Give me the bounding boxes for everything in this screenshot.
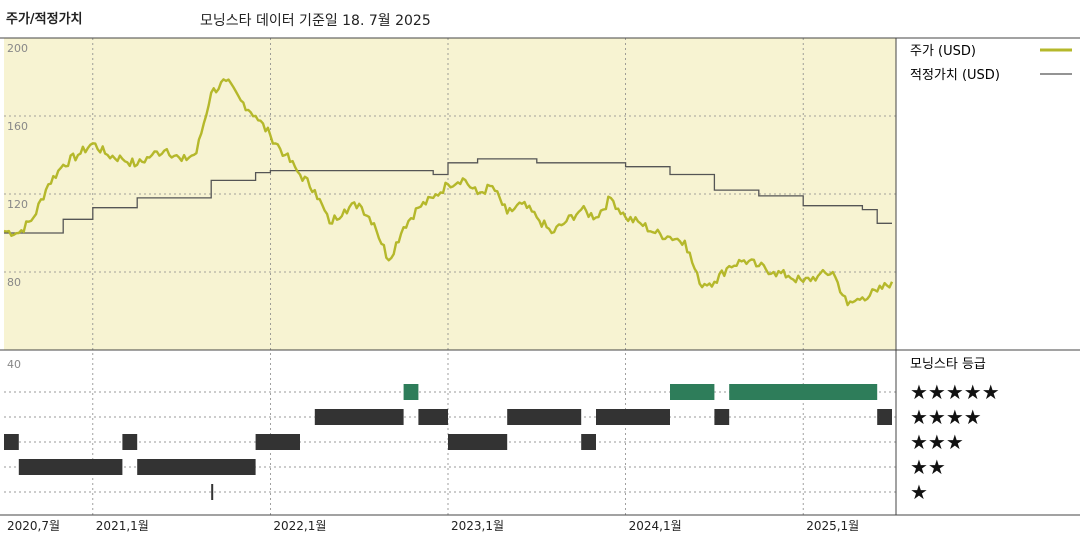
rating-bar-4-star-2: [507, 409, 582, 425]
y-tick-label-160: 160: [7, 120, 28, 133]
y-tick-label-80: 80: [7, 276, 21, 289]
rating-bar-3-star-2: [255, 434, 300, 450]
rating-bar-4-star-5: [877, 409, 892, 425]
legend-price-label: 주가 (USD): [910, 44, 976, 59]
rating-bar-3-star-4: [581, 434, 596, 450]
rating-bar-1-star-0: [211, 484, 214, 500]
chart-title: 주가/적정가치: [6, 12, 83, 27]
y-tick-labels: 200 160 120 80: [7, 42, 28, 289]
price-line-path: [3, 78, 894, 307]
rating-bar-2-star-0: [18, 459, 123, 475]
rating-bar-4-star-3: [596, 409, 670, 425]
rating-bar-2-star-1: [137, 459, 256, 475]
star-label-3: ★★★: [910, 430, 964, 454]
rating-bar-3-star-0: [4, 434, 19, 450]
y-tick-label-120: 120: [7, 198, 28, 211]
rating-bar-5-star-0: [403, 384, 419, 400]
star-label-2: ★★: [910, 455, 946, 479]
y-tick-label-200: 200: [7, 42, 28, 55]
rating-bar-5-star-2: [729, 384, 878, 400]
rating-bar-5-star-1: [670, 384, 715, 400]
star-label-5: ★★★★★: [910, 380, 1000, 404]
star-labels: ★★★★★★★★★★★★★★★: [910, 380, 1000, 504]
price-series: [3, 78, 894, 307]
x-tick-label-5: 2025,1월: [806, 519, 859, 533]
rating-bar-4-star-0: [314, 409, 404, 425]
rating-scale-label: 40: [7, 358, 21, 371]
rating-panel-title: 모닝스타 등급: [910, 357, 986, 372]
x-tick-label-3: 2023,1월: [451, 519, 504, 533]
x-tick-label-4: 2024,1월: [629, 519, 682, 533]
fair-value-series: [4, 158, 892, 234]
rating-bar-4-star-1: [418, 409, 448, 425]
data-date-subtitle: 모닝스타 데이터 기준일 18. 7월 2025: [200, 13, 431, 29]
x-tick-labels: 2020,7월 2021,1월 2022,1월 2023,1월 2024,1월 2025,…: [7, 519, 859, 533]
rating-bar-3-star-3: [448, 434, 508, 450]
x-tick-label-0: 2020,7월: [7, 519, 60, 533]
x-tick-label-1: 2021,1월: [96, 519, 149, 533]
star-label-1: ★: [910, 480, 928, 504]
x-tick-label-2: 2022,1월: [273, 519, 326, 533]
rating-bars: [4, 384, 892, 500]
star-label-4: ★★★★: [910, 405, 982, 429]
fair-value-line-path: [4, 158, 892, 234]
rating-bar-3-star-1: [122, 434, 138, 450]
rating-bar-4-star-4: [714, 409, 730, 425]
legend-fair-label: 적정가치 (USD): [910, 68, 1000, 83]
